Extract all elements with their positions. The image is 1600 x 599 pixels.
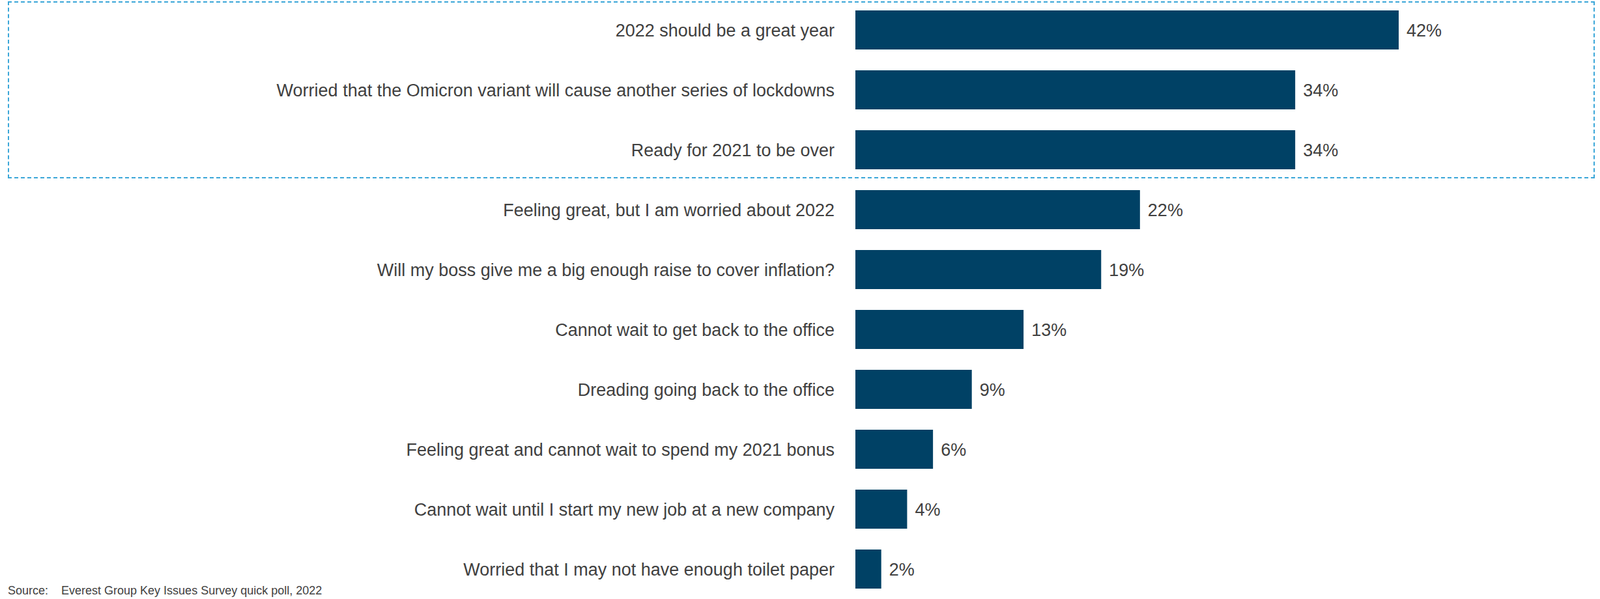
svg-text:Dreading going back to the off: Dreading going back to the office <box>577 380 835 400</box>
svg-text:Cannot wait to get back to the: Cannot wait to get back to the office <box>555 320 835 341</box>
svg-text:Worried that I may not have en: Worried that I may not have enough toile… <box>463 560 835 580</box>
svg-text:Cannot wait until I start my n: Cannot wait until I start my new job at … <box>414 500 836 520</box>
svg-text:4%: 4% <box>914 500 941 520</box>
svg-text:Ready for 2021 to be over: Ready for 2021 to be over <box>631 140 835 161</box>
svg-text:34%: 34% <box>1302 140 1339 161</box>
svg-text:Feeling great and cannot wait: Feeling great and cannot wait to spend m… <box>406 440 835 460</box>
svg-text:Feeling great, but I am worrie: Feeling great, but I am worried about 20… <box>502 200 835 221</box>
svg-text:6%: 6% <box>940 440 967 460</box>
svg-text:22%: 22% <box>1147 200 1184 221</box>
svg-text:9%: 9% <box>979 380 1006 400</box>
svg-text:34%: 34% <box>1302 80 1339 101</box>
svg-text:19%: 19% <box>1108 260 1144 281</box>
svg-text:2022 should be a great year: 2022 should be a great year <box>615 20 835 41</box>
html-text:Source: Everest Group Key Issu: Source: Everest Group Key Issues Survey … <box>7 584 323 598</box>
svg-text:Worried that the Omicron varia: Worried that the Omicron variant will ca… <box>276 80 835 101</box>
svg-text:Will my boss give me a big eno: Will my boss give me a big enough raise … <box>377 260 835 281</box>
svg-text:13%: 13% <box>1031 320 1067 341</box>
svg-text:2%: 2% <box>889 560 915 580</box>
svg-text:42%: 42% <box>1406 20 1442 41</box>
